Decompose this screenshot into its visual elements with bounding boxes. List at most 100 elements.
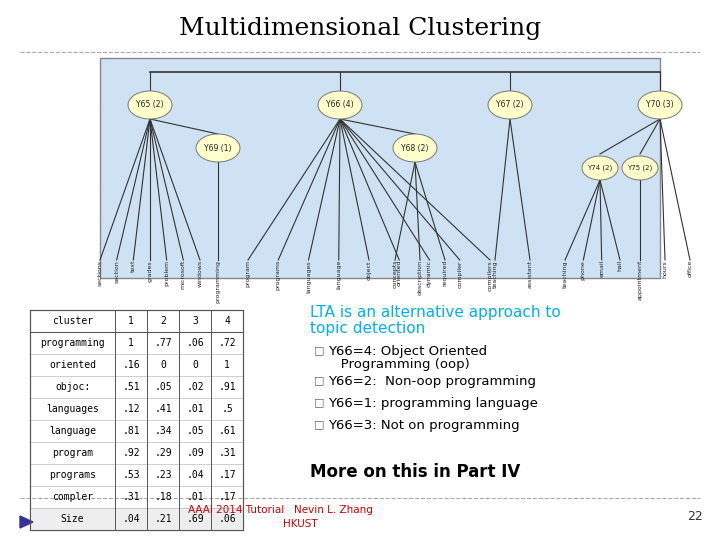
Ellipse shape xyxy=(638,91,682,119)
Ellipse shape xyxy=(393,134,437,162)
Text: oriented: oriented xyxy=(49,360,96,370)
Text: 22: 22 xyxy=(687,510,703,523)
Text: teaching: teaching xyxy=(492,260,498,287)
Text: □: □ xyxy=(314,397,325,407)
Text: .04: .04 xyxy=(186,470,204,480)
Text: oriented: oriented xyxy=(397,260,402,287)
Text: Y69 (1): Y69 (1) xyxy=(204,144,232,152)
Text: text: text xyxy=(131,260,136,273)
Text: 0: 0 xyxy=(192,360,198,370)
Text: .04: .04 xyxy=(122,514,140,524)
Text: compilers: compilers xyxy=(487,260,492,291)
Text: AAAI 2014 Tutorial   Nevin L. Zhang: AAAI 2014 Tutorial Nevin L. Zhang xyxy=(188,505,372,515)
Ellipse shape xyxy=(318,91,362,119)
Text: appointment: appointment xyxy=(637,260,642,300)
Text: language: language xyxy=(49,426,96,436)
Text: programs: programs xyxy=(49,470,96,480)
Text: 2: 2 xyxy=(160,316,166,326)
Text: Programming (oop): Programming (oop) xyxy=(328,358,469,371)
Text: Y66=4: Object Oriented: Y66=4: Object Oriented xyxy=(328,345,487,358)
Ellipse shape xyxy=(196,134,240,162)
Text: .17: .17 xyxy=(218,470,236,480)
Text: .18: .18 xyxy=(154,492,172,502)
Text: .53: .53 xyxy=(122,470,140,480)
Text: Y66=1: programming language: Y66=1: programming language xyxy=(328,397,538,410)
Text: sections: sections xyxy=(97,260,102,286)
Text: .34: .34 xyxy=(154,426,172,436)
Text: email: email xyxy=(599,260,604,278)
Text: compler: compler xyxy=(52,492,93,502)
Text: hall: hall xyxy=(618,260,623,272)
Text: hours: hours xyxy=(662,260,667,278)
Text: windows: windows xyxy=(197,260,202,287)
Text: 1: 1 xyxy=(128,338,134,348)
Text: .92: .92 xyxy=(122,448,140,458)
Text: .41: .41 xyxy=(154,404,172,414)
Text: 0: 0 xyxy=(160,360,166,370)
Text: grades: grades xyxy=(148,260,153,282)
Polygon shape xyxy=(20,516,33,528)
Text: object: object xyxy=(366,260,372,280)
Text: Y67 (2): Y67 (2) xyxy=(496,100,523,110)
Text: .51: .51 xyxy=(122,382,140,392)
Text: cluster: cluster xyxy=(52,316,93,326)
Text: .02: .02 xyxy=(186,382,204,392)
Ellipse shape xyxy=(582,156,618,180)
Text: languages: languages xyxy=(46,404,99,414)
Text: topic detection: topic detection xyxy=(310,321,426,336)
Text: concepts: concepts xyxy=(392,260,397,288)
Text: section: section xyxy=(114,260,120,283)
Text: 3: 3 xyxy=(192,316,198,326)
Text: .01: .01 xyxy=(186,492,204,502)
Text: languages: languages xyxy=(306,260,311,293)
Text: .06: .06 xyxy=(218,514,236,524)
Text: microsoft: microsoft xyxy=(181,260,186,289)
Text: .17: .17 xyxy=(218,492,236,502)
Text: Multidimensional Clustering: Multidimensional Clustering xyxy=(179,17,541,39)
Text: 1: 1 xyxy=(224,360,230,370)
Text: .81: .81 xyxy=(122,426,140,436)
Text: .06: .06 xyxy=(186,338,204,348)
Text: Y68 (2): Y68 (2) xyxy=(401,144,428,152)
Text: Y65 (2): Y65 (2) xyxy=(136,100,163,110)
Text: .91: .91 xyxy=(218,382,236,392)
Text: description: description xyxy=(418,260,423,295)
Text: .72: .72 xyxy=(218,338,236,348)
Text: .61: .61 xyxy=(218,426,236,436)
Text: program: program xyxy=(246,260,251,287)
Text: program: program xyxy=(52,448,93,458)
Ellipse shape xyxy=(128,91,172,119)
Text: required: required xyxy=(443,260,448,287)
Text: programming: programming xyxy=(40,338,105,348)
Text: Y66=3: Not on programming: Y66=3: Not on programming xyxy=(328,419,520,432)
Text: .05: .05 xyxy=(186,426,204,436)
Text: programs: programs xyxy=(276,260,281,291)
Text: □: □ xyxy=(314,419,325,429)
Text: .5: .5 xyxy=(221,404,233,414)
Text: HKUST: HKUST xyxy=(283,519,318,529)
Text: compiler: compiler xyxy=(457,260,462,287)
Text: assistant: assistant xyxy=(528,260,533,288)
Text: .21: .21 xyxy=(154,514,172,524)
Text: .09: .09 xyxy=(186,448,204,458)
Text: .12: .12 xyxy=(122,404,140,414)
FancyBboxPatch shape xyxy=(30,310,243,530)
Text: teaching: teaching xyxy=(562,260,567,287)
Text: .31: .31 xyxy=(218,448,236,458)
Text: .77: .77 xyxy=(154,338,172,348)
Text: .31: .31 xyxy=(122,492,140,502)
Text: language: language xyxy=(336,260,341,289)
Text: More on this in Part IV: More on this in Part IV xyxy=(310,463,521,481)
Text: Y70 (3): Y70 (3) xyxy=(646,100,674,110)
Text: .29: .29 xyxy=(154,448,172,458)
FancyBboxPatch shape xyxy=(30,508,243,530)
Text: 4: 4 xyxy=(224,316,230,326)
Text: dynamic: dynamic xyxy=(427,260,432,287)
Text: objoc:: objoc: xyxy=(55,382,90,392)
Ellipse shape xyxy=(622,156,658,180)
FancyBboxPatch shape xyxy=(100,58,660,278)
Text: .69: .69 xyxy=(186,514,204,524)
Text: problem: problem xyxy=(164,260,169,286)
Text: programming: programming xyxy=(215,260,220,303)
Text: .01: .01 xyxy=(186,404,204,414)
